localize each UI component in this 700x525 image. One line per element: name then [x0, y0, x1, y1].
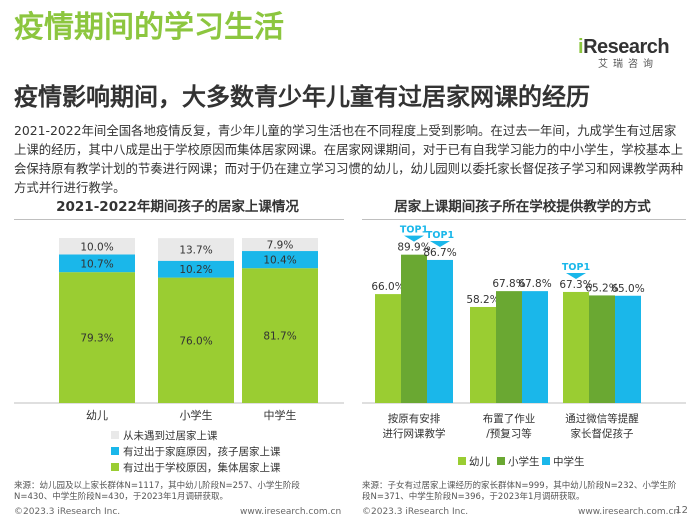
page-subtitle: 疫情影响期间，大多数青少年儿童有过居家网课的经历 — [14, 83, 590, 111]
top1-badge-arrow — [430, 240, 450, 247]
left-data-label: 7.9% — [267, 240, 294, 252]
right-data-label: 66.0% — [371, 281, 404, 293]
right-bar — [427, 259, 453, 403]
left-data-label: 10.4% — [263, 255, 296, 267]
right-title-divider — [362, 219, 686, 220]
left-bar-segment — [59, 238, 135, 255]
right-data-label: 67.8% — [518, 278, 551, 290]
left-category-label: 幼儿 — [86, 409, 108, 422]
right-data-label: 67.8% — [492, 278, 525, 290]
footer-left-url[interactable]: www.iresearch.com.cn — [240, 507, 342, 517]
right-bar — [522, 291, 548, 403]
right-category-label: /预复习等 — [486, 427, 532, 440]
left-legend-label: 有过出于家庭原因，孩子居家上课 — [123, 445, 281, 458]
chart-left-title: 2021-2022年期间孩子的居家上课情况 — [56, 199, 299, 215]
right-data-label: 86.7% — [423, 247, 456, 259]
left-title-divider — [14, 219, 344, 220]
page-description: 2021-2022年间全国各地疫情反复，青少年儿童的学习生活也在不同程度上受到影… — [14, 123, 684, 195]
top1-badge-label: TOP1 — [400, 225, 428, 236]
right-data-label: 65.2% — [585, 282, 618, 294]
footer-right-copyright: ©2023.3 iResearch Inc. — [362, 507, 469, 517]
right-source-note: 来源：子女有过居家上课经历的家长群体N=999，其中幼儿阶段N=232、小学生阶… — [362, 481, 677, 502]
left-data-label: 10.0% — [80, 241, 113, 253]
left-bar-segment — [158, 260, 234, 278]
left-legend-label: 从未遇到过居家上课 — [123, 429, 218, 442]
left-data-label: 81.7% — [263, 331, 296, 343]
logo-subtext: 艾瑞咨询 — [598, 59, 658, 70]
chart-right-title: 居家上课期间孩子所在学校提供教学的方式 — [394, 199, 651, 215]
left-legend-swatch — [111, 447, 119, 455]
left-bar-segment — [59, 254, 135, 273]
right-bar — [375, 294, 401, 403]
right-legend-label: 中学生 — [553, 455, 585, 468]
right-legend-swatch — [542, 457, 550, 465]
right-legend-swatch — [497, 457, 505, 465]
footer-left-copyright: ©2023.3 iResearch Inc. — [14, 507, 121, 517]
left-category-label: 中学生 — [264, 408, 297, 422]
left-bar-segment — [242, 251, 318, 269]
right-bar — [589, 295, 615, 403]
left-data-label: 79.3% — [80, 333, 113, 345]
page-number: 12 — [675, 505, 688, 516]
left-bar-segment — [59, 272, 135, 403]
iresearch-logo: iResearch 艾瑞咨询 — [578, 36, 670, 72]
right-data-label: 67.3% — [559, 279, 592, 291]
left-data-label: 13.7% — [179, 244, 212, 256]
right-data-label: 65.0% — [611, 283, 644, 295]
right-category-label: 进行网课教学 — [383, 427, 446, 440]
left-source-note: 来源：幼儿园及以上家长群体N=1117，其中幼儿阶段N=257、小学生阶段N=4… — [14, 481, 300, 502]
footer-right-url[interactable]: www.iresearch.com.cn — [578, 507, 680, 517]
right-data-label: 58.2% — [466, 294, 499, 306]
left-bar-segment — [158, 238, 234, 261]
left-data-label: 10.2% — [179, 264, 212, 276]
right-legend-swatch — [458, 457, 466, 465]
left-legend-label: 有过出于学校原因，集体居家上课 — [123, 461, 281, 474]
right-bar — [496, 291, 522, 403]
right-category-label: 家长督促孩子 — [571, 427, 634, 440]
right-bar — [563, 291, 589, 403]
right-category-label: 通过微信等提醒 — [565, 412, 639, 425]
right-bar — [401, 254, 427, 403]
left-category-label: 小学生 — [180, 408, 213, 422]
left-data-label: 10.7% — [80, 258, 113, 270]
left-data-label: 76.0% — [179, 335, 212, 347]
right-bar — [470, 306, 496, 403]
left-bar-segment — [242, 238, 318, 252]
right-category-label: 布置了作业 — [483, 413, 536, 425]
top1-badge-label: TOP1 — [426, 230, 454, 241]
top1-badge-arrow — [566, 272, 586, 279]
right-bar — [615, 295, 641, 403]
right-category-label: 按原有安排 — [388, 412, 441, 425]
left-legend-swatch — [111, 431, 119, 439]
left-bar-segment — [242, 268, 318, 403]
right-legend-label: 小学生 — [508, 455, 540, 468]
top1-badge-label: TOP1 — [562, 262, 590, 273]
logo-text: iResearch — [578, 36, 670, 58]
page-title: 疫情期间的学习生活 — [14, 10, 284, 45]
left-bar-segment — [158, 277, 234, 403]
top1-badge-arrow — [404, 235, 424, 242]
right-legend-label: 幼儿 — [469, 455, 490, 468]
left-legend-swatch — [111, 463, 119, 471]
right-data-label: 89.9% — [397, 242, 430, 254]
